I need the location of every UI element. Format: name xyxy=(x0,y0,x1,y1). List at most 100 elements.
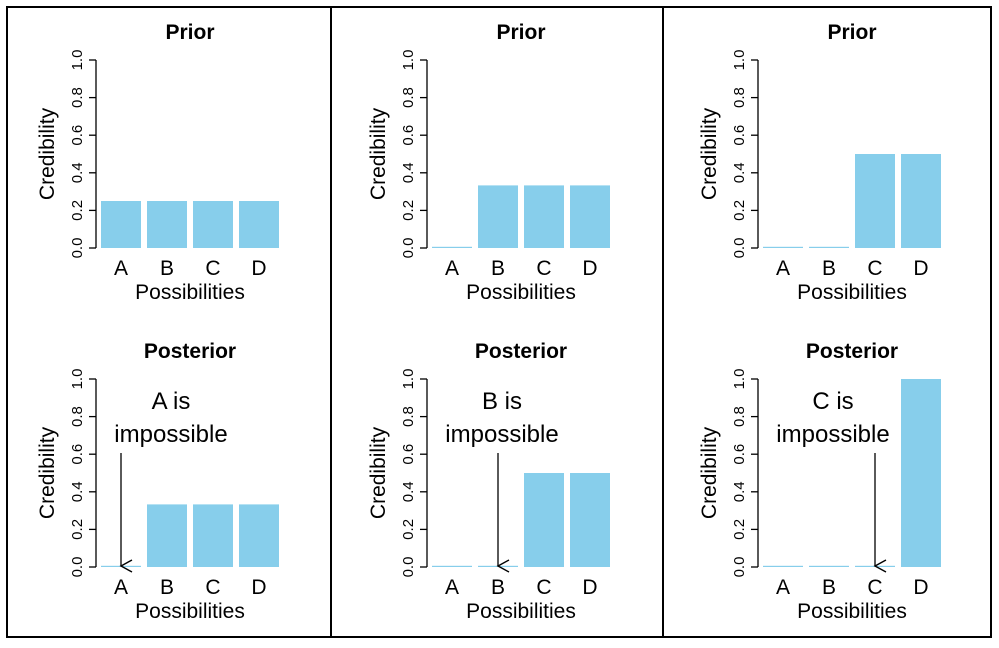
y-axis-label: Credibility xyxy=(36,107,59,200)
y-tick-label: 0.0 xyxy=(731,238,748,259)
y-tick-label: 1.0 xyxy=(400,50,417,71)
bar-D xyxy=(901,154,941,248)
x-axis-label: Possibilities xyxy=(135,281,245,304)
bar-A xyxy=(763,246,803,248)
x-tick-label: B xyxy=(822,576,836,599)
bar-B xyxy=(478,185,518,248)
x-tick-label: D xyxy=(251,576,266,599)
x-tick-label: B xyxy=(491,257,505,280)
y-tick-label: 1.0 xyxy=(731,50,748,71)
x-tick-label: B xyxy=(491,576,505,599)
y-tick-label: 0.4 xyxy=(69,162,86,183)
bar-C xyxy=(193,201,233,248)
bar-A xyxy=(432,565,472,567)
x-tick-label: A xyxy=(114,257,128,280)
x-axis-label: Possibilities xyxy=(135,600,245,623)
x-tick-label: D xyxy=(582,257,597,280)
y-axis: 0.0 0.2 0.4 0.6 0.8 1.0 xyxy=(731,50,759,259)
x-tick-label: C xyxy=(867,257,882,280)
annotation-text: C is xyxy=(812,388,853,415)
chart-title: Posterior xyxy=(144,340,236,363)
x-tick-label: A xyxy=(445,576,459,599)
bar-D xyxy=(239,201,279,248)
y-tick-label: 0.0 xyxy=(69,238,86,259)
chart-panel-1: Prior 0.0 0.2 0.4 0.6 0.8 1.0 Credibility A B C D Po… xyxy=(36,21,279,304)
bar-B xyxy=(147,201,187,248)
x-tick-label: B xyxy=(160,257,174,280)
y-tick-label: 0.8 xyxy=(731,406,748,427)
y-tick-label: 0.0 xyxy=(400,238,417,259)
panel-frames xyxy=(6,6,992,638)
y-axis-label: Credibility xyxy=(367,426,390,519)
bar-D xyxy=(570,473,610,567)
bar-C xyxy=(855,154,895,248)
y-tick-label: 0.8 xyxy=(400,406,417,427)
bar-B xyxy=(809,565,849,567)
x-tick-label: D xyxy=(582,576,597,599)
y-axis-label: Credibility xyxy=(698,426,721,519)
bar-C xyxy=(524,185,564,248)
chart-title: Prior xyxy=(827,21,876,44)
y-tick-label: 0.8 xyxy=(69,406,86,427)
y-tick-label: 0.4 xyxy=(69,481,86,502)
charts-layer: Prior 0.0 0.2 0.4 0.6 0.8 1.0 Credibility A B C D Po… xyxy=(36,21,941,623)
annotation-text: B is xyxy=(482,388,522,415)
bar-A xyxy=(763,565,803,567)
annotation-text: impossible xyxy=(445,421,558,448)
chart-panel-5: Posterior 0.0 0.2 0.4 0.6 0.8 1.0 Credibility A B… xyxy=(367,340,610,623)
chart-panel-2: Prior 0.0 0.2 0.4 0.6 0.8 1.0 Credibility A B C D Po… xyxy=(367,21,610,304)
bar-A xyxy=(101,201,141,248)
y-tick-label: 0.6 xyxy=(69,444,86,465)
y-tick-label: 0.4 xyxy=(400,162,417,183)
bar-B xyxy=(809,246,849,248)
x-tick-label: C xyxy=(536,576,551,599)
x-axis-label: Possibilities xyxy=(466,600,576,623)
y-axis-label: Credibility xyxy=(367,107,390,200)
y-axis-label: Credibility xyxy=(36,426,59,519)
annotation-text: impossible xyxy=(776,421,889,448)
panel-frame-2 xyxy=(330,6,664,638)
x-tick-label: C xyxy=(205,576,220,599)
y-axis: 0.0 0.2 0.4 0.6 0.8 1.0 xyxy=(69,50,97,259)
x-axis-label: Possibilities xyxy=(797,600,907,623)
x-tick-label: C xyxy=(867,576,882,599)
annotation-text: A is xyxy=(152,388,191,415)
x-tick-label: C xyxy=(205,257,220,280)
bar-B xyxy=(147,504,187,567)
chart-title: Posterior xyxy=(806,340,898,363)
y-tick-label: 0.4 xyxy=(731,162,748,183)
y-axis: 0.0 0.2 0.4 0.6 0.8 1.0 xyxy=(731,369,759,578)
y-tick-label: 0.6 xyxy=(400,125,417,146)
chart-panel-6: Posterior 0.0 0.2 0.4 0.6 0.8 1.0 Credibility A B… xyxy=(698,340,941,623)
y-tick-label: 1.0 xyxy=(731,369,748,390)
x-axis-label: Possibilities xyxy=(466,281,576,304)
y-tick-label: 0.6 xyxy=(731,444,748,465)
y-tick-label: 0.0 xyxy=(400,557,417,578)
y-tick-label: 0.2 xyxy=(69,200,86,221)
x-tick-label: A xyxy=(776,576,790,599)
y-tick-label: 0.0 xyxy=(731,557,748,578)
y-tick-label: 0.6 xyxy=(69,125,86,146)
bar-C xyxy=(193,504,233,567)
chart-panel-3: Prior 0.0 0.2 0.4 0.6 0.8 1.0 Credibility A B C D Po… xyxy=(698,21,941,304)
x-axis-label: Possibilities xyxy=(797,281,907,304)
x-tick-label: B xyxy=(822,257,836,280)
chart-panel-4: Posterior 0.0 0.2 0.4 0.6 0.8 1.0 Credibility A B… xyxy=(36,340,279,623)
chart-title: Prior xyxy=(165,21,214,44)
y-tick-label: 0.2 xyxy=(731,519,748,540)
y-tick-label: 0.8 xyxy=(69,87,86,108)
y-tick-label: 0.2 xyxy=(400,519,417,540)
y-tick-label: 0.0 xyxy=(69,557,86,578)
x-tick-label: B xyxy=(160,576,174,599)
y-tick-label: 0.2 xyxy=(731,200,748,221)
y-tick-label: 0.8 xyxy=(400,87,417,108)
y-tick-label: 0.8 xyxy=(731,87,748,108)
y-tick-label: 0.2 xyxy=(69,519,86,540)
y-tick-label: 1.0 xyxy=(69,50,86,71)
y-tick-label: 0.4 xyxy=(400,481,417,502)
y-axis-label: Credibility xyxy=(698,107,721,200)
x-tick-label: A xyxy=(114,576,128,599)
bar-A xyxy=(432,246,472,248)
chart-title: Prior xyxy=(496,21,545,44)
